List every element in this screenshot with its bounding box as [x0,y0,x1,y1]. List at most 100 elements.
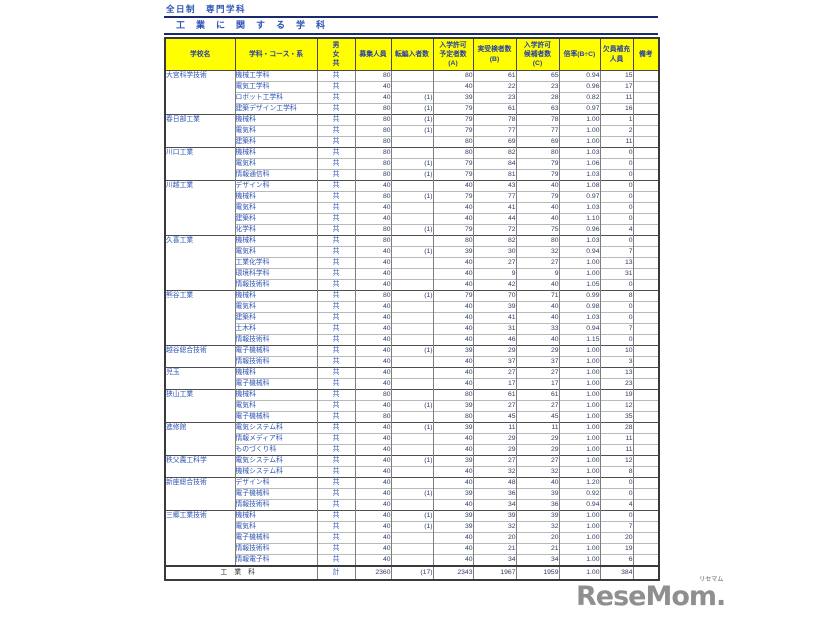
transfer-cell: (1) [390,169,434,181]
department-cell: 機械科 [234,389,318,401]
gender-cell: 共 [316,378,356,390]
table-row: 情報技術科共 40 40 37 37 1.00 3 [165,356,660,368]
recruit-cell: 80 [354,235,392,247]
ratio-cell: 1.03 [558,169,601,181]
remarks-cell [632,389,660,401]
total-examinees-cell: 1967 [472,565,517,580]
examinees-cell: 36 [472,488,517,500]
transfer-cell: (1) [390,158,434,170]
ratio-cell: 0.98 [558,301,601,313]
total-candidates-cell: 1959 [515,565,560,580]
transfer-cell [390,180,434,192]
gender-cell: 共 [316,334,356,346]
school-name-cell: 熊谷工業 [164,290,236,346]
planned-cell: 79 [432,125,474,137]
planned-cell: 40 [432,532,474,544]
planned-cell: 40 [432,543,474,555]
department-cell: 情報メディア科 [234,433,318,445]
logo-text-rese: Rese [576,581,646,612]
table-row: 化学科共 80 (1) 79 72 75 0.96 4 [165,224,660,236]
examinees-cell: 39 [472,301,517,313]
recruit-cell: 80 [354,169,392,181]
recruit-cell: 40 [354,510,392,522]
total-vacancy-cell: 384 [599,565,634,580]
gender-cell: 共 [316,246,356,258]
gender-cell: 共 [316,268,356,280]
examinees-cell: 61 [472,103,517,115]
examinees-cell: 45 [472,411,517,423]
school-name-cell: 新座総合技術 [164,477,236,511]
page-title: 全日制 専門学科 [166,4,247,14]
vacancy-cell: 13 [599,367,634,379]
table-body: 大宮科学技術 機械工学科共 80 80 61 65 0.94 15 電気工学科共 40 40 22 23… [164,70,660,580]
examinees-cell: 27 [472,400,517,412]
gender-cell: 共 [316,411,356,423]
remarks-cell [632,268,660,280]
ratio-cell: 1.00 [558,554,601,566]
transfer-cell [390,301,434,313]
vacancy-cell: 4 [599,499,634,511]
ratio-cell: 1.03 [558,147,601,159]
col-header-ratio: 倍率(B÷C) [558,37,601,71]
examinees-cell: 70 [472,290,517,302]
col-header-transfer: 転編入者数 [390,37,434,71]
examinees-cell: 29 [472,444,517,456]
transfer-cell [390,70,434,82]
planned-cell: 79 [432,224,474,236]
ratio-cell: 0.94 [558,246,601,258]
department-cell: 電子機械科 [234,532,318,544]
recruit-cell: 40 [354,246,392,258]
ratio-cell: 1.00 [558,257,601,269]
school-name-cell: 川口工業 [164,147,236,181]
department-cell: 工業化学科 [234,257,318,269]
total-transfer-cell: (17) [390,565,434,580]
ratio-cell: 1.00 [558,345,601,357]
col-header-examinees: 実受検者数 (B) [472,37,517,71]
planned-cell: 79 [432,191,474,203]
planned-cell: 40 [432,323,474,335]
planned-cell: 40 [432,554,474,566]
school-name-cell: 狭山工業 [164,389,236,423]
vacancy-cell: 11 [599,92,634,104]
examinees-cell: 84 [472,158,517,170]
document-page: 全日制 専門学科 工業に関する学科 学校名 学科・コース・系男 女 共募集人員 転編… [164,2,660,581]
remarks-cell [632,345,660,357]
gender-cell: 共 [316,554,356,566]
gender-cell: 共 [316,543,356,555]
candidates-cell: 75 [515,224,560,236]
transfer-cell [390,147,434,159]
department-cell: 建築科 [234,213,318,225]
transfer-cell [390,81,434,93]
remarks-cell [632,191,660,203]
recruit-cell: 80 [354,191,392,203]
ratio-cell: 1.00 [558,411,601,423]
ratio-cell: 0.96 [558,81,601,93]
remarks-cell [632,92,660,104]
remarks-cell [632,367,660,379]
ratio-cell: 1.00 [558,444,601,456]
remarks-cell [632,411,660,423]
remarks-cell [632,213,660,225]
planned-cell: 80 [432,235,474,247]
vacancy-cell: 10 [599,345,634,357]
planned-cell: 40 [432,367,474,379]
recruit-cell: 40 [354,312,392,324]
planned-cell: 40 [432,180,474,192]
table-row: 電子機械科共 40 40 20 20 1.00 20 [165,532,660,544]
gender-cell: 共 [316,125,356,137]
gender-cell: 共 [316,367,356,379]
examinees-cell: 32 [472,521,517,533]
recruit-cell: 40 [354,422,392,434]
recruit-cell: 80 [354,389,392,401]
candidates-cell: 80 [515,147,560,159]
ratio-cell: 1.00 [558,532,601,544]
vacancy-cell: 20 [599,532,634,544]
candidates-cell: 71 [515,290,560,302]
examinees-cell: 34 [472,554,517,566]
remarks-cell [632,70,660,82]
examinees-cell: 61 [472,70,517,82]
recruit-cell: 80 [354,290,392,302]
remarks-cell [632,125,660,137]
table-row: 情報技術科共 40 40 42 40 1.05 0 [165,279,660,291]
gender-cell: 共 [316,400,356,412]
